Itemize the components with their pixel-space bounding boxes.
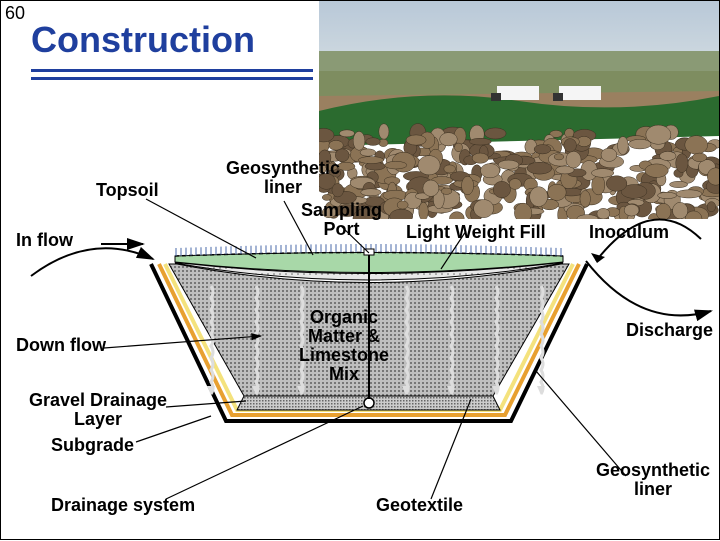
label-sampling-port: Sampling Port bbox=[301, 201, 382, 239]
label-gravel: Gravel Drainage Layer bbox=[29, 391, 167, 429]
label-geosynthetic-bottom: Geosynthetic liner bbox=[596, 461, 710, 499]
label-geotextile: Geotextile bbox=[376, 496, 463, 515]
label-discharge: Discharge bbox=[626, 321, 713, 340]
label-inoculum: Inoculum bbox=[589, 223, 669, 242]
label-downflow: Down flow bbox=[16, 336, 106, 355]
label-topsoil: Topsoil bbox=[96, 181, 159, 200]
label-subgrade: Subgrade bbox=[51, 436, 134, 455]
label-geosynthetic-top: Geosynthetic liner bbox=[226, 159, 340, 197]
label-lightweight: Light Weight Fill bbox=[406, 223, 546, 242]
label-organic: Organic Matter & Limestone Mix bbox=[299, 308, 389, 384]
label-drainage: Drainage system bbox=[51, 496, 195, 515]
label-inflow: In flow bbox=[16, 231, 73, 250]
